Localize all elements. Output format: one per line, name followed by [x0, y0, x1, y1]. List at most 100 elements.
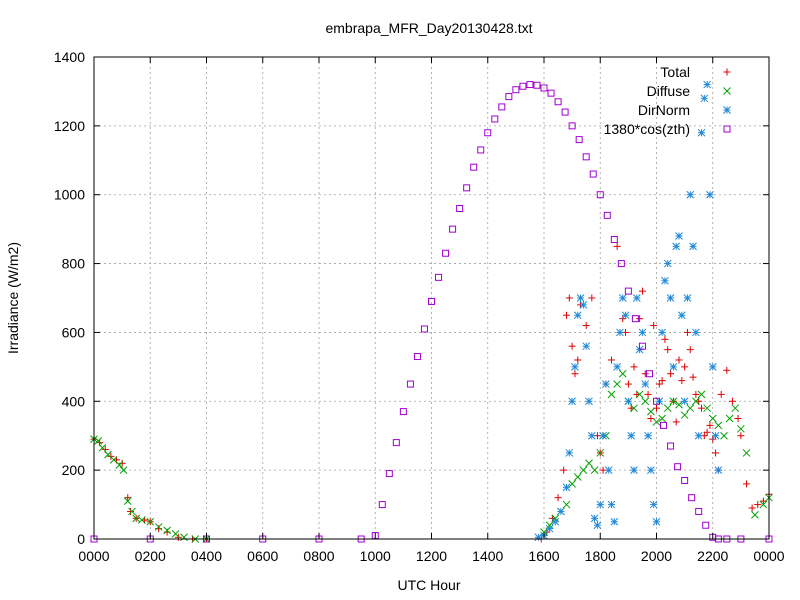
data-point: [700, 94, 709, 103]
data-point: [565, 294, 573, 302]
data-point: [681, 363, 689, 371]
data-point: [658, 328, 666, 337]
data-point: [571, 370, 579, 378]
data-point: [413, 353, 421, 361]
data-point: [712, 449, 720, 457]
data-point: [717, 390, 725, 398]
data-point: [588, 294, 596, 302]
data-point: [711, 431, 720, 440]
data-point: [551, 517, 560, 526]
data-point: [613, 242, 621, 250]
data-point: [636, 315, 644, 323]
data-point: [649, 500, 658, 509]
data-point: [692, 328, 700, 337]
data-point: [610, 235, 618, 243]
data-point: [683, 294, 692, 302]
data-point: [399, 408, 407, 416]
x-tick-label: 2000: [641, 548, 672, 564]
data-point: [568, 397, 576, 406]
data-point: [540, 84, 548, 92]
data-point: [477, 146, 485, 154]
data-point: [664, 346, 672, 354]
data-point: [442, 249, 450, 257]
data-point: [613, 380, 621, 388]
data-point: [652, 517, 661, 526]
data-point: [596, 449, 605, 457]
data-point: [127, 507, 135, 515]
legend-marker: [723, 125, 731, 133]
y-tick-label: 600: [62, 324, 86, 340]
data-point: [742, 449, 751, 457]
data-point: [596, 500, 605, 509]
data-point: [644, 431, 652, 440]
data-point: [692, 390, 700, 398]
data-point: [697, 390, 706, 399]
data-point: [627, 431, 636, 440]
data-point: [604, 466, 613, 474]
data-point: [644, 390, 652, 398]
y-tick-label: 400: [62, 393, 86, 409]
x-axis-label: UTC Hour: [397, 577, 460, 593]
y-tick-label: 0: [77, 531, 85, 547]
chart-title: embrapa_MFR_Day20130428.txt: [325, 20, 532, 36]
data-point: [137, 516, 146, 524]
data-point: [658, 414, 666, 423]
data-point: [631, 315, 639, 323]
y-axis-label: Irradiance (W/m2): [5, 242, 21, 354]
y-tick-label: 1200: [54, 118, 85, 134]
x-tick-label: 1000: [360, 548, 391, 564]
data-point: [694, 431, 703, 440]
data-point: [661, 276, 669, 285]
data-point: [385, 470, 393, 478]
data-point: [180, 533, 188, 542]
legend-label: 1380*cos(zth): [604, 121, 690, 137]
data-point: [585, 459, 593, 468]
x-tick-label: 2200: [697, 548, 728, 564]
data-point: [672, 242, 681, 251]
data-point: [547, 89, 555, 97]
data-point: [608, 356, 615, 364]
data-point: [607, 500, 616, 509]
data-point: [128, 507, 136, 516]
data-point: [463, 184, 471, 192]
series-layer: [90, 80, 773, 543]
data-point: [603, 211, 611, 219]
data-point: [596, 191, 604, 199]
data-point: [557, 507, 565, 516]
data-point: [621, 311, 630, 320]
x-tick-label: 0800: [303, 548, 334, 564]
data-point: [154, 523, 163, 531]
data-point: [702, 521, 710, 529]
data-point: [720, 431, 728, 440]
data-point: [533, 81, 541, 89]
data-point: [641, 380, 650, 388]
data-point: [624, 397, 633, 406]
series-star: [534, 80, 723, 542]
data-point: [708, 363, 717, 371]
data-point: [115, 461, 124, 469]
data-point: [666, 294, 675, 302]
data-point: [697, 128, 706, 137]
data-point: [686, 346, 694, 354]
data-point: [585, 397, 593, 406]
data-point: [456, 204, 464, 212]
data-point: [731, 404, 740, 413]
x-tick-label: 1400: [472, 548, 503, 564]
data-point: [725, 414, 734, 423]
data-point: [616, 328, 624, 337]
data-point: [118, 459, 126, 467]
data-point: [519, 82, 527, 90]
data-point: [737, 424, 745, 433]
data-point: [660, 421, 668, 429]
data-point: [703, 404, 711, 413]
data-point: [554, 98, 562, 106]
data-point: [571, 363, 579, 371]
data-point: [593, 521, 602, 530]
legend-label: Diffuse: [647, 83, 691, 99]
data-point: [728, 397, 736, 405]
data-point: [589, 170, 597, 178]
legend: Total Diffuse DirNorm 1380*cos(zth): [604, 64, 731, 137]
data-point: [545, 524, 554, 533]
